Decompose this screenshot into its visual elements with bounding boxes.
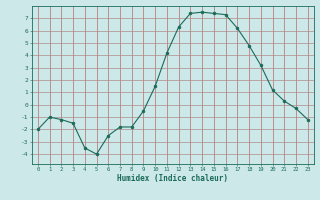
- X-axis label: Humidex (Indice chaleur): Humidex (Indice chaleur): [117, 174, 228, 183]
